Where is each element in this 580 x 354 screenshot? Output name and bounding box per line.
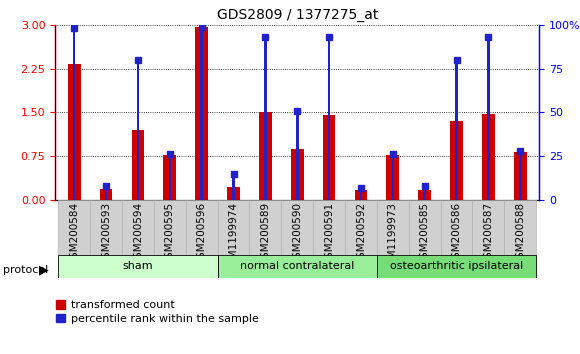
Bar	[514, 152, 527, 200]
Text: GSM200591: GSM200591	[324, 202, 334, 265]
Bar	[218, 200, 249, 255]
Bar	[328, 37, 331, 200]
Bar	[455, 60, 458, 200]
Bar	[137, 60, 139, 200]
Text: GSM200589: GSM200589	[260, 202, 270, 265]
Bar	[473, 200, 505, 255]
Bar	[386, 155, 399, 200]
Bar	[164, 155, 176, 200]
Text: ▶: ▶	[39, 263, 48, 276]
Text: GSM200586: GSM200586	[452, 202, 462, 265]
Bar	[313, 200, 345, 255]
Bar	[487, 37, 490, 200]
Text: GSM1199973: GSM1199973	[388, 202, 398, 272]
Text: sham: sham	[122, 261, 153, 272]
Text: GSM200593: GSM200593	[101, 202, 111, 265]
Bar	[227, 187, 240, 200]
Bar	[345, 200, 377, 255]
Bar	[169, 154, 171, 200]
Bar	[73, 28, 75, 200]
Text: GSM200594: GSM200594	[133, 202, 143, 265]
Text: GSM200595: GSM200595	[165, 202, 175, 265]
Text: GSM200596: GSM200596	[197, 202, 206, 265]
Legend: transformed count, percentile rank within the sample: transformed count, percentile rank withi…	[52, 296, 263, 328]
Bar	[201, 27, 203, 200]
Bar	[296, 111, 299, 200]
Bar	[249, 200, 281, 255]
Bar	[68, 64, 81, 200]
Bar	[360, 188, 362, 200]
Bar	[105, 186, 107, 200]
Bar	[409, 200, 441, 255]
Bar	[132, 130, 144, 200]
Bar	[377, 255, 536, 278]
Bar	[218, 255, 377, 278]
Bar	[291, 149, 303, 200]
Text: GSM1199974: GSM1199974	[229, 202, 238, 272]
Text: protocol: protocol	[3, 265, 48, 275]
Title: GDS2809 / 1377275_at: GDS2809 / 1377275_at	[216, 8, 378, 22]
Bar	[423, 186, 426, 200]
Text: normal contralateral: normal contralateral	[240, 261, 354, 272]
Bar	[354, 190, 367, 200]
Bar	[232, 174, 235, 200]
Text: osteoarthritic ipsilateral: osteoarthritic ipsilateral	[390, 261, 523, 272]
Bar	[322, 115, 335, 200]
Bar	[441, 200, 473, 255]
Bar	[281, 200, 313, 255]
Bar	[186, 200, 218, 255]
Bar	[418, 190, 431, 200]
Bar	[482, 114, 495, 200]
Bar	[259, 113, 272, 200]
Bar	[377, 200, 409, 255]
Bar	[505, 200, 536, 255]
Text: GSM200592: GSM200592	[356, 202, 366, 265]
Bar	[154, 200, 186, 255]
Bar	[58, 255, 218, 278]
Text: GSM200590: GSM200590	[292, 202, 302, 265]
Bar	[264, 37, 267, 200]
Text: GSM200587: GSM200587	[483, 202, 494, 265]
Bar	[392, 154, 394, 200]
Bar	[122, 200, 154, 255]
Bar	[519, 151, 521, 200]
Text: GSM200585: GSM200585	[420, 202, 430, 265]
Text: GSM200588: GSM200588	[515, 202, 525, 265]
Bar	[90, 200, 122, 255]
Bar	[195, 27, 208, 200]
Bar	[58, 200, 90, 255]
Bar	[450, 121, 463, 200]
Bar	[100, 189, 113, 200]
Text: GSM200584: GSM200584	[69, 202, 79, 265]
